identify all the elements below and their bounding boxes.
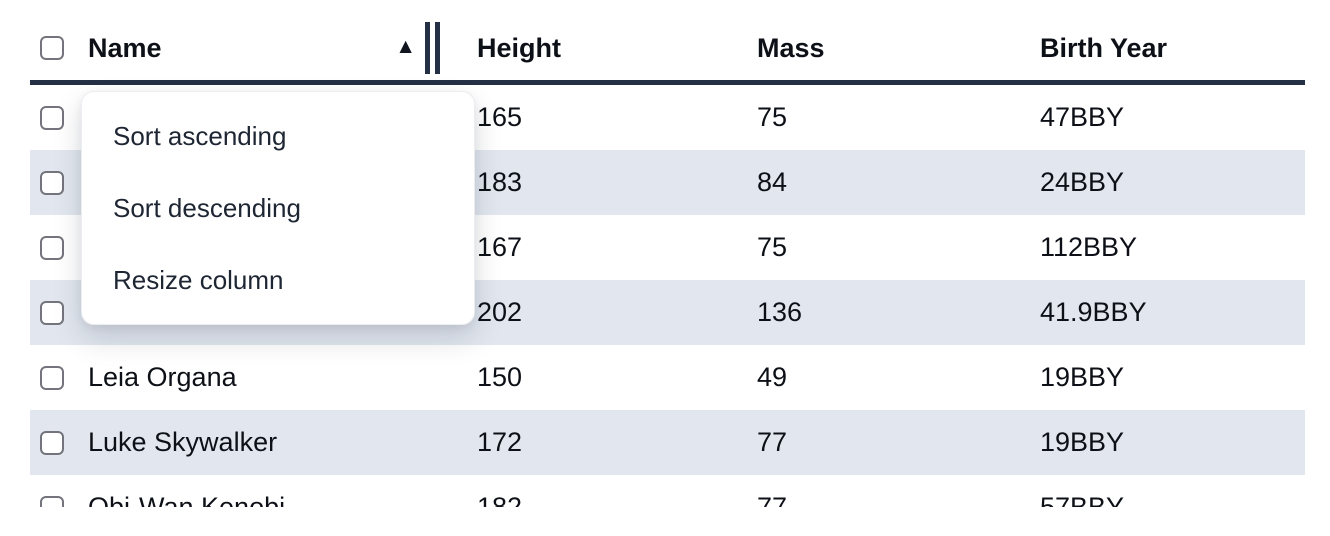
table-row[interactable]: Obi-Wan Kenobi 182 77 57BBY — [30, 475, 1305, 507]
cell-mass: 84 — [757, 167, 788, 197]
row-checkbox[interactable] — [40, 430, 64, 455]
cell-height: 172 — [477, 427, 523, 457]
menu-item-sort-ascending[interactable]: Sort ascending — [113, 120, 287, 151]
column-header-height-label: Height — [477, 32, 561, 63]
cell-birth-year: 112BBY — [1040, 232, 1138, 262]
cell-height: 202 — [477, 297, 523, 327]
cell-height: 165 — [477, 102, 523, 132]
row-select-cell — [30, 105, 78, 130]
column-context-menu: Sort ascending Sort descending Resize co… — [81, 91, 475, 325]
row-select-cell — [30, 170, 78, 195]
cell-height: 150 — [477, 362, 523, 392]
cell-mass: 75 — [757, 232, 788, 262]
cell-mass: 49 — [757, 362, 788, 392]
row-checkbox[interactable] — [40, 300, 64, 325]
select-all-cell — [30, 36, 78, 60]
menu-item-resize-column[interactable]: Resize column — [113, 264, 284, 295]
column-header-height[interactable]: Height — [467, 33, 747, 64]
cell-birth-year: 19BBY — [1040, 427, 1125, 457]
cell-birth-year: 47BBY — [1040, 102, 1125, 132]
row-checkbox[interactable] — [40, 170, 64, 195]
cell-birth-year: 24BBY — [1040, 167, 1125, 197]
row-select-cell — [30, 235, 78, 260]
row-checkbox[interactable] — [40, 495, 64, 507]
menu-item-sort-descending[interactable]: Sort descending — [113, 192, 301, 223]
sort-ascending-icon: ▲ — [395, 34, 416, 58]
row-checkbox[interactable] — [40, 235, 64, 260]
column-header-birth-year[interactable]: Birth Year — [1030, 33, 1305, 64]
row-checkbox[interactable] — [40, 365, 64, 390]
column-header-birth-year-label: Birth Year — [1040, 32, 1168, 63]
column-header-mass-label: Mass — [757, 32, 825, 63]
cell-height: 167 — [477, 232, 523, 262]
table-header-row: Name ▲ Height Mass Birth Year — [30, 16, 1305, 85]
column-header-mass[interactable]: Mass — [747, 33, 1030, 64]
table-row[interactable]: Leia Organa 150 49 19BBY — [30, 345, 1305, 410]
column-resize-handle-icon[interactable] — [425, 22, 440, 74]
row-select-cell — [30, 365, 78, 390]
column-header-name-label: Name — [88, 32, 162, 63]
select-all-checkbox[interactable] — [40, 36, 64, 60]
row-select-cell — [30, 430, 78, 455]
cell-name: Luke Skywalker — [88, 427, 278, 457]
cell-birth-year: 41.9BBY — [1040, 297, 1147, 327]
cell-height: 183 — [477, 167, 523, 197]
cell-name: Leia Organa — [88, 362, 237, 392]
cell-birth-year: 57BBY — [1040, 492, 1125, 507]
column-header-name[interactable]: Name ▲ — [78, 22, 467, 74]
cell-mass: 77 — [757, 492, 788, 507]
row-checkbox[interactable] — [40, 105, 64, 130]
table-row[interactable]: Luke Skywalker 172 77 19BBY — [30, 410, 1305, 475]
cell-birth-year: 19BBY — [1040, 362, 1125, 392]
cell-height: 182 — [477, 492, 523, 507]
row-select-cell — [30, 495, 78, 507]
cell-mass: 77 — [757, 427, 788, 457]
row-select-cell — [30, 300, 78, 325]
cell-mass: 75 — [757, 102, 788, 132]
cell-mass: 136 — [757, 297, 803, 327]
cell-name: Obi-Wan Kenobi — [88, 492, 286, 507]
